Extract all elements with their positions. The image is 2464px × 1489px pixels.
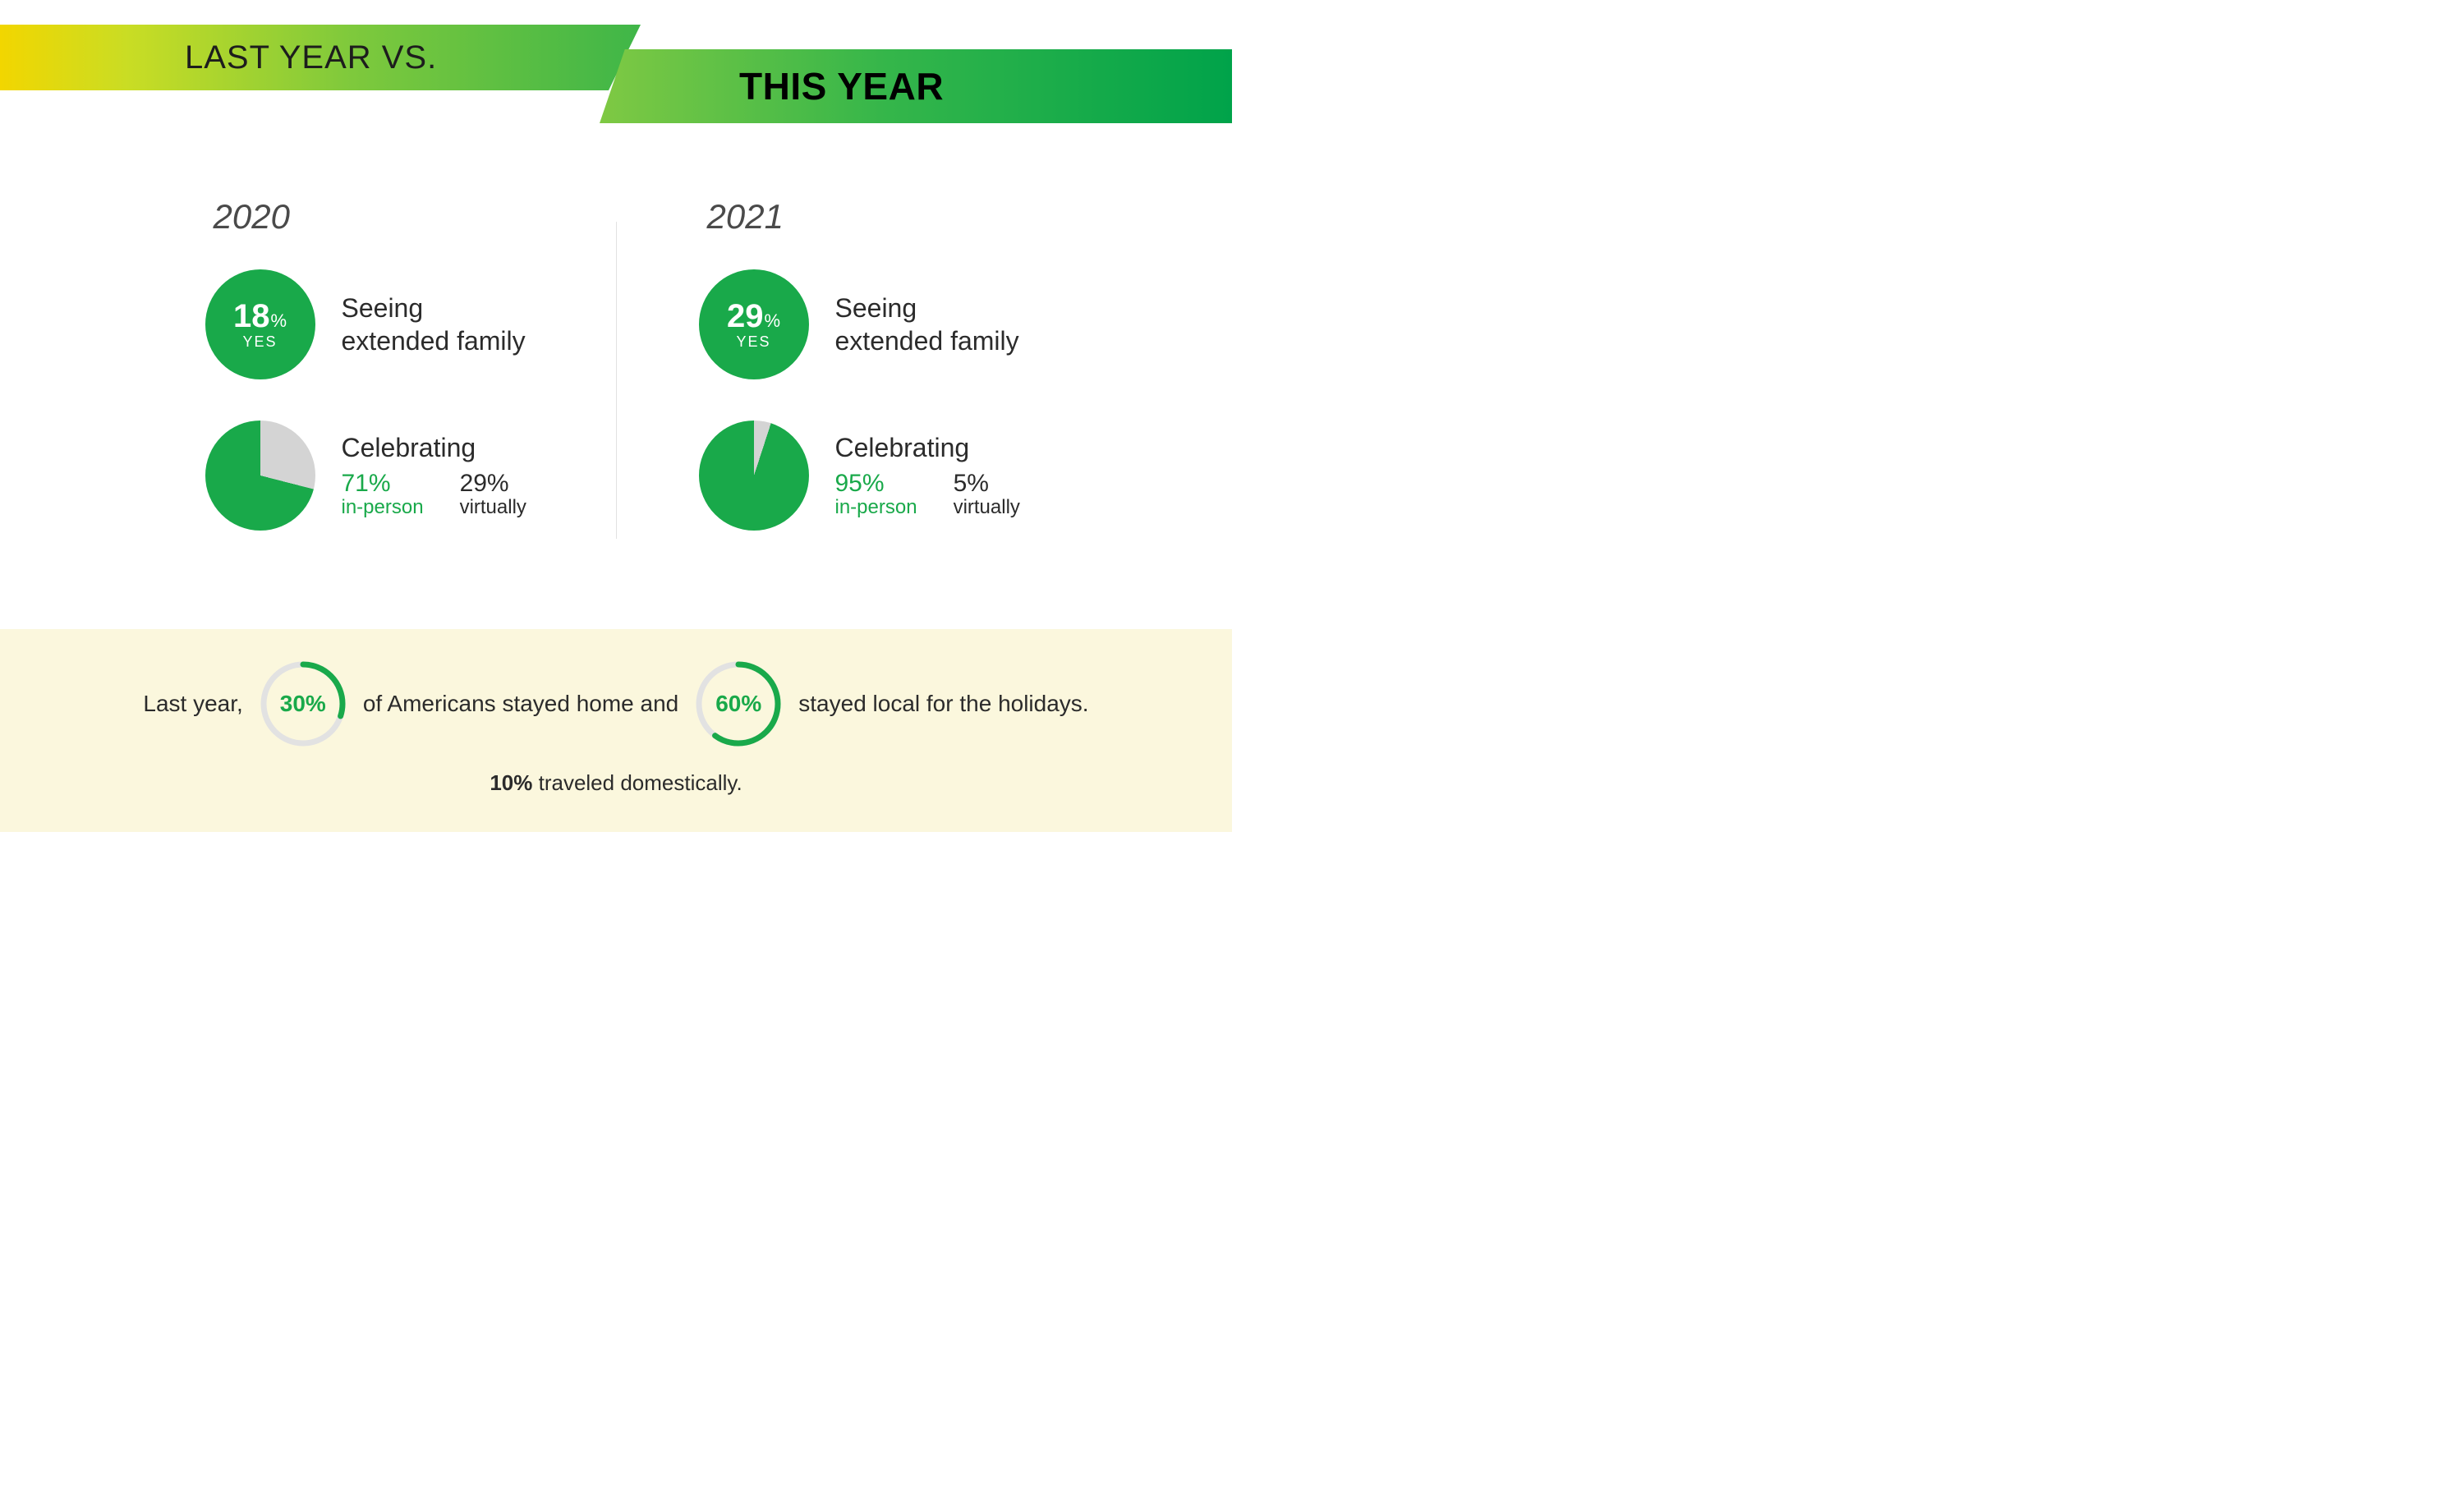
badge-sym-left: % [270, 310, 287, 332]
donut-60: 60% [693, 659, 784, 749]
year-label-left: 2020 [214, 197, 600, 237]
inperson-stat-left: 71% in-person [342, 470, 424, 518]
column-2021: 2021 29 % YES Seeing extended family Cel… [633, 197, 1093, 572]
donut-30: 30% [258, 659, 348, 749]
comparison-section: 2020 18 % YES Seeing extended family Cel… [0, 140, 1232, 629]
row-celebrating-left: Celebrating 71% in-person 29% virtually [205, 421, 600, 531]
column-divider [616, 222, 617, 539]
donut-30-label: 30% [258, 659, 348, 749]
inperson-stat-right: 95% in-person [835, 470, 917, 518]
column-2020: 2020 18 % YES Seeing extended family Cel… [140, 197, 600, 572]
yes-badge-right: 29 % YES [699, 269, 809, 379]
extended-family-text-right: Seeing extended family [835, 292, 1019, 357]
footer-line2-bold: 10% [490, 770, 532, 795]
badge-pct-right: 29 [727, 298, 764, 335]
virtual-stat-right: 5% virtually [954, 470, 1020, 518]
yes-badge-left: 18 % YES [205, 269, 315, 379]
banner-right-label: THIS YEAR [739, 64, 944, 108]
banner-right: THIS YEAR [600, 49, 1232, 123]
row-celebrating-right: Celebrating 95% in-person 5% virtually [699, 421, 1093, 531]
badge-pct-left: 18 [233, 298, 270, 335]
footer-line-1: Last year, 30% of Americans stayed home … [33, 659, 1199, 749]
donut-60-label: 60% [693, 659, 784, 749]
celebrating-title-left: Celebrating [342, 433, 526, 463]
pie-chart-right [699, 421, 809, 531]
badge-yes-right: YES [736, 333, 770, 351]
footer-seg2: of Americans stayed home and [363, 691, 678, 717]
banner-left-label: LAST YEAR VS. [185, 39, 437, 76]
footer-line-2: 10% traveled domestically. [33, 770, 1199, 796]
badge-yes-left: YES [242, 333, 277, 351]
celebrating-title-right: Celebrating [835, 433, 1020, 463]
banner-left: LAST YEAR VS. [0, 25, 641, 90]
footer-seg1: Last year, [143, 691, 242, 717]
extended-family-text-left: Seeing extended family [342, 292, 526, 357]
virtual-stat-left: 29% virtually [460, 470, 526, 518]
footer-seg3: stayed local for the holidays. [798, 691, 1088, 717]
row-extended-family-right: 29 % YES Seeing extended family [699, 269, 1093, 379]
badge-sym-right: % [764, 310, 780, 332]
pie-chart-left [205, 421, 315, 531]
header-banner: LAST YEAR VS. THIS YEAR [0, 0, 1232, 140]
row-extended-family-left: 18 % YES Seeing extended family [205, 269, 600, 379]
footer-strip: Last year, 30% of Americans stayed home … [0, 629, 1232, 832]
year-label-right: 2021 [707, 197, 1093, 237]
footer-line2-rest: traveled domestically. [532, 770, 742, 795]
